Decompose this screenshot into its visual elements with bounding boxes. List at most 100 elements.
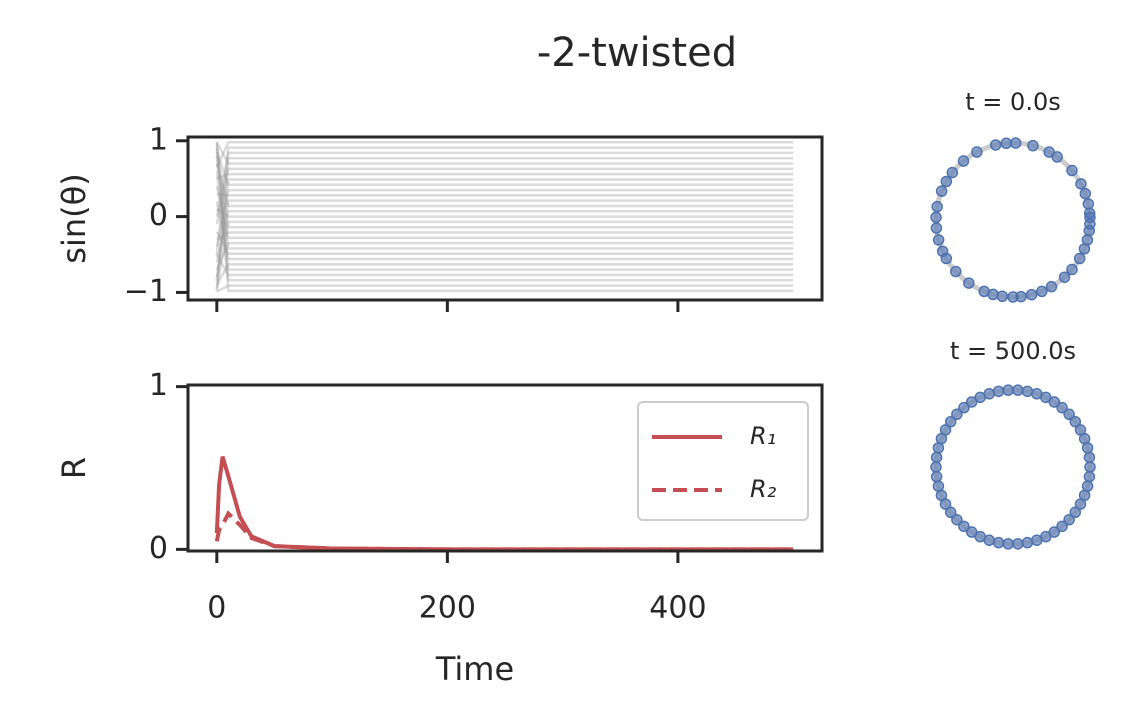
- oscillator: [1012, 538, 1024, 550]
- oscillator: [930, 451, 943, 464]
- oscillator: [965, 396, 978, 408]
- oscillator: [996, 290, 1009, 303]
- oscillator: [940, 252, 953, 265]
- x-tick-label: 0: [207, 591, 226, 626]
- series-line: [215, 241, 794, 271]
- series-line: [215, 210, 794, 263]
- series-line: [215, 141, 794, 165]
- oscillator: [1063, 408, 1075, 421]
- oscillator: [1081, 234, 1094, 246]
- oscillator: [1009, 137, 1022, 149]
- oscillator: [983, 534, 995, 546]
- oscillator: [1074, 424, 1087, 436]
- oscillator: [971, 146, 983, 158]
- oscillator: [931, 200, 943, 213]
- oscillator: [992, 385, 1005, 398]
- oscillator: [958, 401, 970, 414]
- y-axis-label: R: [55, 457, 93, 479]
- oscillator: [1069, 415, 1082, 428]
- oscillator: [932, 234, 945, 246]
- oscillator: [930, 222, 943, 234]
- oscillator: [935, 185, 948, 197]
- oscillator: [1083, 470, 1096, 483]
- figure-title: -2-twisted: [537, 30, 737, 76]
- series-line: [215, 163, 794, 208]
- series-line: [215, 141, 794, 293]
- series-line: [215, 263, 794, 286]
- oscillator: [1000, 137, 1013, 150]
- oscillator: [1081, 480, 1094, 492]
- y-tick-label: 1: [149, 368, 168, 403]
- oscillator: [1079, 187, 1092, 200]
- oscillator: [1036, 285, 1048, 298]
- oscillator: [987, 288, 999, 301]
- oscillator: [1082, 198, 1095, 210]
- oscillator: [1031, 388, 1043, 400]
- oscillator: [1084, 211, 1096, 224]
- oscillator: [944, 506, 957, 519]
- legend-label: R₂: [750, 475, 777, 503]
- oscillator: [1002, 538, 1014, 550]
- oscillator: [1027, 139, 1039, 152]
- y-tick-label: −1: [124, 274, 168, 309]
- oscillator: [1051, 151, 1063, 163]
- oscillator: [965, 526, 978, 538]
- series-line: [215, 170, 794, 282]
- oscillator: [951, 408, 963, 421]
- oscillator: [1083, 451, 1096, 464]
- oscillator: [1048, 396, 1061, 408]
- oscillator: [930, 211, 942, 224]
- x-axis-label: Time: [435, 650, 514, 688]
- y-tick-label: 0: [149, 531, 168, 566]
- circle-title: t = 0.0s: [965, 88, 1060, 116]
- y-tick-label: 0: [149, 198, 168, 233]
- oscillator: [1025, 288, 1038, 301]
- series-line: [216, 231, 794, 241]
- oscillator: [1084, 461, 1096, 473]
- oscillator: [1069, 506, 1082, 519]
- series-line: [215, 186, 794, 240]
- oscillator: [951, 513, 963, 526]
- oscillator: [1021, 536, 1034, 549]
- oscillator: [930, 461, 942, 473]
- y-tick-label: 1: [149, 122, 168, 157]
- series-line: [216, 172, 794, 180]
- series-line: [215, 155, 794, 250]
- oscillator: [1045, 280, 1058, 293]
- oscillator: [1021, 385, 1034, 398]
- series-line: [215, 151, 794, 187]
- oscillator: [939, 498, 952, 510]
- oscillator: [946, 166, 959, 179]
- series-line: [215, 178, 794, 282]
- oscillator: [940, 175, 953, 188]
- series-line: [215, 156, 794, 292]
- plot-frame: [186, 135, 824, 302]
- oscillator: [1066, 263, 1078, 276]
- oscillator: [1043, 146, 1055, 158]
- oscillator: [1066, 164, 1078, 177]
- legend-box: [637, 401, 809, 521]
- oscillator: [1002, 384, 1014, 396]
- x-tick-label: 400: [649, 591, 706, 626]
- series-line: [215, 167, 794, 225]
- series-line: [215, 144, 794, 229]
- x-tick-label: 200: [419, 591, 476, 626]
- oscillator: [957, 155, 970, 167]
- series-line: [216, 207, 794, 218]
- oscillator: [1040, 530, 1052, 543]
- legend-label: R₁: [750, 422, 776, 450]
- oscillator: [1056, 401, 1068, 414]
- series-line: [215, 231, 794, 256]
- series-line: [215, 199, 794, 278]
- oscillator: [989, 139, 1002, 151]
- oscillator: [1056, 520, 1068, 533]
- plot-frame: [186, 383, 824, 553]
- oscillator: [963, 277, 975, 289]
- oscillator: [974, 391, 986, 404]
- series-line: [215, 188, 794, 248]
- series-line: [215, 253, 794, 277]
- oscillator: [930, 470, 943, 483]
- oscillator: [1048, 526, 1061, 538]
- y-axis-label: sin(θ): [55, 173, 93, 263]
- oscillator: [1063, 513, 1075, 526]
